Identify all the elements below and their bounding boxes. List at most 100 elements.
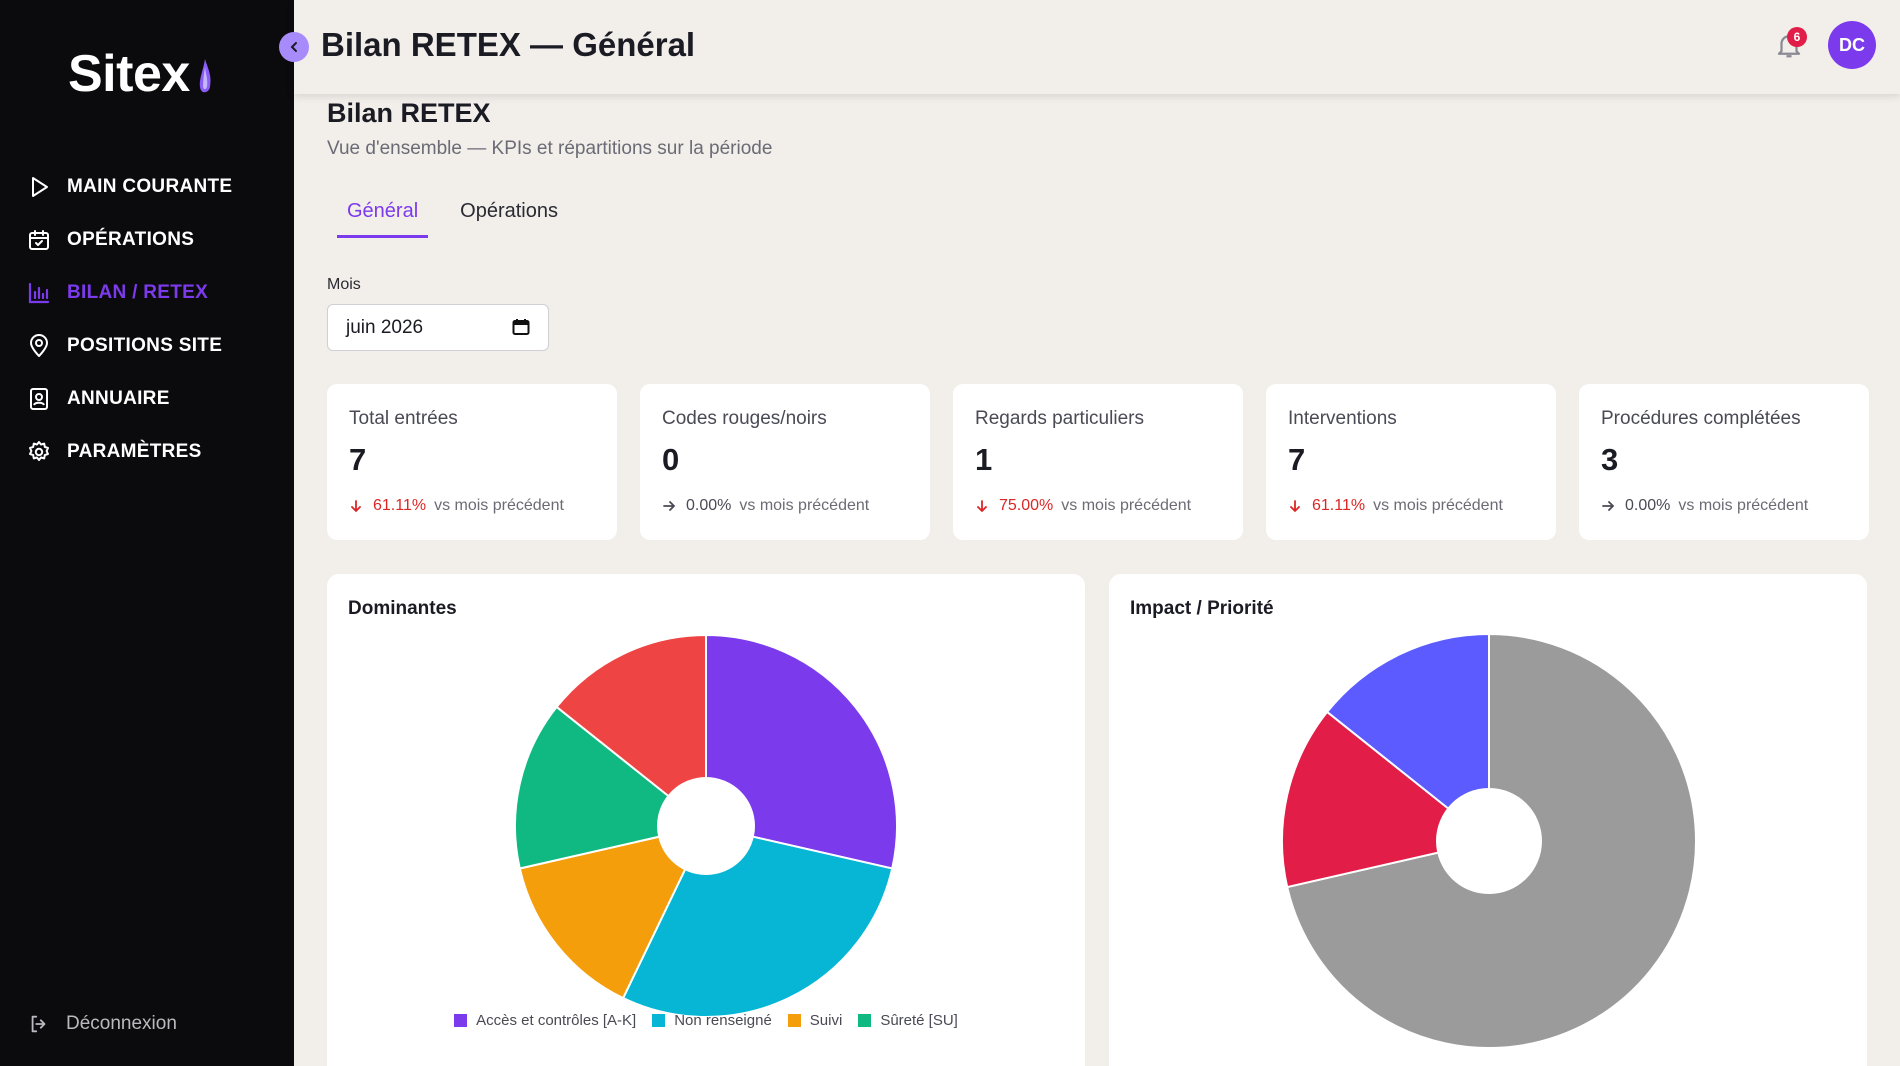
legend-item[interactable]: Sûreté [SU] bbox=[858, 1012, 958, 1029]
kpi-trend: 75.00% vs mois précédent bbox=[975, 497, 1191, 515]
kpi-card-codes-rouges-noirs: Codes rouges/noirs 0 0.00% vs mois précé… bbox=[640, 384, 930, 540]
sidebar-item-bilan-retex[interactable]: BILAN / RETEX bbox=[0, 266, 294, 319]
kpi-card-procedures-completees: Procédures complétées 3 0.00% vs mois pr… bbox=[1579, 384, 1869, 540]
kpi-label: Codes rouges/noirs bbox=[662, 408, 827, 429]
kpi-trend-suffix: vs mois précédent bbox=[1061, 497, 1192, 514]
kpi-trend-pct: 61.11% bbox=[373, 497, 427, 514]
pie-slice[interactable] bbox=[621, 824, 894, 1018]
kpi-trend-pct: 61.11% bbox=[1312, 497, 1366, 514]
tab-general[interactable]: Général bbox=[337, 200, 429, 238]
pie-slice[interactable] bbox=[555, 633, 707, 829]
chart-title: Dominantes bbox=[348, 598, 457, 619]
kpi-card-regards-particuliers: Regards particuliers 1 75.00% vs mois pr… bbox=[953, 384, 1243, 540]
chevron-left-icon bbox=[290, 42, 297, 52]
sidebar-item-label: ANNUAIRE bbox=[67, 387, 170, 409]
kpi-trend: 0.00% vs mois précédent bbox=[662, 497, 869, 515]
sidebar-item-label: MAIN COURANTE bbox=[67, 175, 233, 197]
arrow-down-icon bbox=[351, 500, 361, 513]
arrow-down-icon bbox=[1290, 500, 1300, 513]
kpi-trend-suffix: vs mois précédent bbox=[1678, 497, 1809, 514]
gear-icon bbox=[26, 439, 52, 465]
kpi-trend-suffix: vs mois précédent bbox=[1373, 497, 1503, 514]
kpi-value: 0 bbox=[662, 442, 680, 477]
map-pin-icon bbox=[26, 333, 52, 359]
legend-item[interactable]: Accès et contrôles [A-K] bbox=[454, 1012, 636, 1029]
dominantes-pie-chart bbox=[514, 633, 898, 1018]
sidebar-item-operations[interactable]: OPÉRATIONS bbox=[0, 213, 294, 266]
chart-card-impact-priorite: Impact / Priorité bbox=[1109, 574, 1867, 1066]
tabs: Général Opérations bbox=[337, 200, 590, 238]
kpi-value: 1 bbox=[975, 442, 993, 477]
legend-item[interactable]: Suivi bbox=[787, 1012, 842, 1029]
avatar[interactable]: DC bbox=[1828, 21, 1876, 69]
sitex-logo[interactable]: Sitex bbox=[68, 44, 214, 104]
pie-slice[interactable] bbox=[1325, 632, 1490, 844]
contact-card-icon bbox=[26, 386, 52, 412]
legend-swatch bbox=[787, 1014, 801, 1027]
calendar-icon[interactable] bbox=[512, 318, 530, 336]
sidebar-item-label: BILAN / RETEX bbox=[67, 281, 209, 303]
month-value: juin 2026 bbox=[346, 316, 424, 338]
logout-icon bbox=[31, 1015, 46, 1033]
kpi-trend-suffix: vs mois précédent bbox=[739, 497, 870, 514]
pie-slice[interactable] bbox=[705, 633, 898, 870]
arrow-down-icon bbox=[977, 500, 987, 513]
section-subtitle: Vue d'ensemble — KPIs et répartitions su… bbox=[327, 138, 773, 159]
kpi-trend: 61.11% vs mois précédent bbox=[1288, 497, 1503, 515]
arrow-right-icon bbox=[1602, 501, 1615, 511]
sidebar-item-main-courante[interactable]: MAIN COURANTE bbox=[0, 160, 294, 213]
chart-title: Impact / Priorité bbox=[1130, 598, 1274, 619]
sidebar-item-label: OPÉRATIONS bbox=[67, 228, 195, 250]
pie-slice[interactable] bbox=[518, 824, 708, 1000]
sidebar-nav: MAIN COURANTE OPÉRATIONS BILAN / RETEX P… bbox=[0, 160, 294, 478]
sidebar-item-annuaire[interactable]: ANNUAIRE bbox=[0, 372, 294, 425]
play-icon bbox=[26, 174, 52, 200]
chart-legend: Accès et contrôles [A-K] Non renseigné S… bbox=[327, 1012, 1085, 1029]
bar-chart-icon bbox=[26, 280, 52, 306]
legend-swatch bbox=[454, 1014, 468, 1027]
topbar: Bilan RETEX — Général 6 DC bbox=[279, 0, 1900, 94]
sidebar-item-positions-site[interactable]: POSITIONS SITE bbox=[0, 319, 294, 372]
logo-text: Sitex bbox=[68, 45, 190, 103]
kpi-card-total-entrees: Total entrées 7 61.11% vs mois précédent bbox=[327, 384, 617, 540]
legend-item[interactable]: Non renseigné bbox=[652, 1012, 772, 1029]
kpi-value: 3 bbox=[1601, 442, 1619, 477]
legend-swatch bbox=[858, 1014, 872, 1027]
sidebar-item-parametres[interactable]: PARAMÈTRES bbox=[0, 425, 294, 478]
notification-badge: 6 bbox=[1787, 27, 1807, 47]
kpi-trend: 0.00% vs mois précédent bbox=[1601, 497, 1808, 515]
kpi-label: Total entrées bbox=[349, 408, 458, 429]
donut-hole bbox=[1436, 788, 1542, 894]
kpi-label: Procédures complétées bbox=[1601, 408, 1801, 429]
kpi-value: 7 bbox=[349, 442, 367, 477]
flame-icon bbox=[199, 59, 211, 93]
month-picker[interactable]: juin 2026 bbox=[327, 304, 549, 351]
kpi-trend-suffix: vs mois précédent bbox=[434, 497, 564, 514]
page-title: Bilan RETEX — Général bbox=[321, 26, 696, 63]
legend-label: Sûreté [SU] bbox=[880, 1012, 958, 1029]
legend-swatch bbox=[652, 1014, 666, 1027]
kpi-trend-pct: 0.00% bbox=[686, 497, 732, 514]
impact-priorite-pie-chart bbox=[1281, 632, 1697, 1049]
section-title: Bilan RETEX bbox=[327, 98, 491, 128]
kpi-trend-pct: 0.00% bbox=[1625, 497, 1671, 514]
chart-card-dominantes: Dominantes Accès et contrôles [A-K] Non … bbox=[327, 574, 1085, 1066]
legend-label: Non renseigné bbox=[674, 1012, 772, 1029]
kpi-card-interventions: Interventions 7 61.11% vs mois précédent bbox=[1266, 384, 1556, 540]
logout-button[interactable]: Déconnexion bbox=[28, 1013, 177, 1035]
kpi-trend: 61.11% vs mois précédent bbox=[349, 497, 564, 515]
collapse-sidebar-button[interactable] bbox=[279, 32, 309, 62]
sidebar-item-label: PARAMÈTRES bbox=[67, 440, 202, 462]
donut-hole bbox=[657, 777, 755, 875]
logout-label: Déconnexion bbox=[66, 1013, 177, 1034]
month-label: Mois bbox=[327, 276, 361, 293]
sidebar-item-label: POSITIONS SITE bbox=[67, 334, 223, 356]
kpi-value: 7 bbox=[1288, 442, 1306, 477]
kpi-label: Regards particuliers bbox=[975, 408, 1144, 429]
sidebar: Sitex MAIN COURANTE OPÉRATIONS BILAN / R… bbox=[0, 0, 294, 1066]
tab-operations[interactable]: Opérations bbox=[460, 200, 558, 222]
calendar-check-icon bbox=[26, 227, 52, 253]
arrow-right-icon bbox=[663, 501, 676, 511]
legend-label: Accès et contrôles [A-K] bbox=[476, 1012, 637, 1029]
kpi-trend-pct: 75.00% bbox=[999, 497, 1054, 514]
